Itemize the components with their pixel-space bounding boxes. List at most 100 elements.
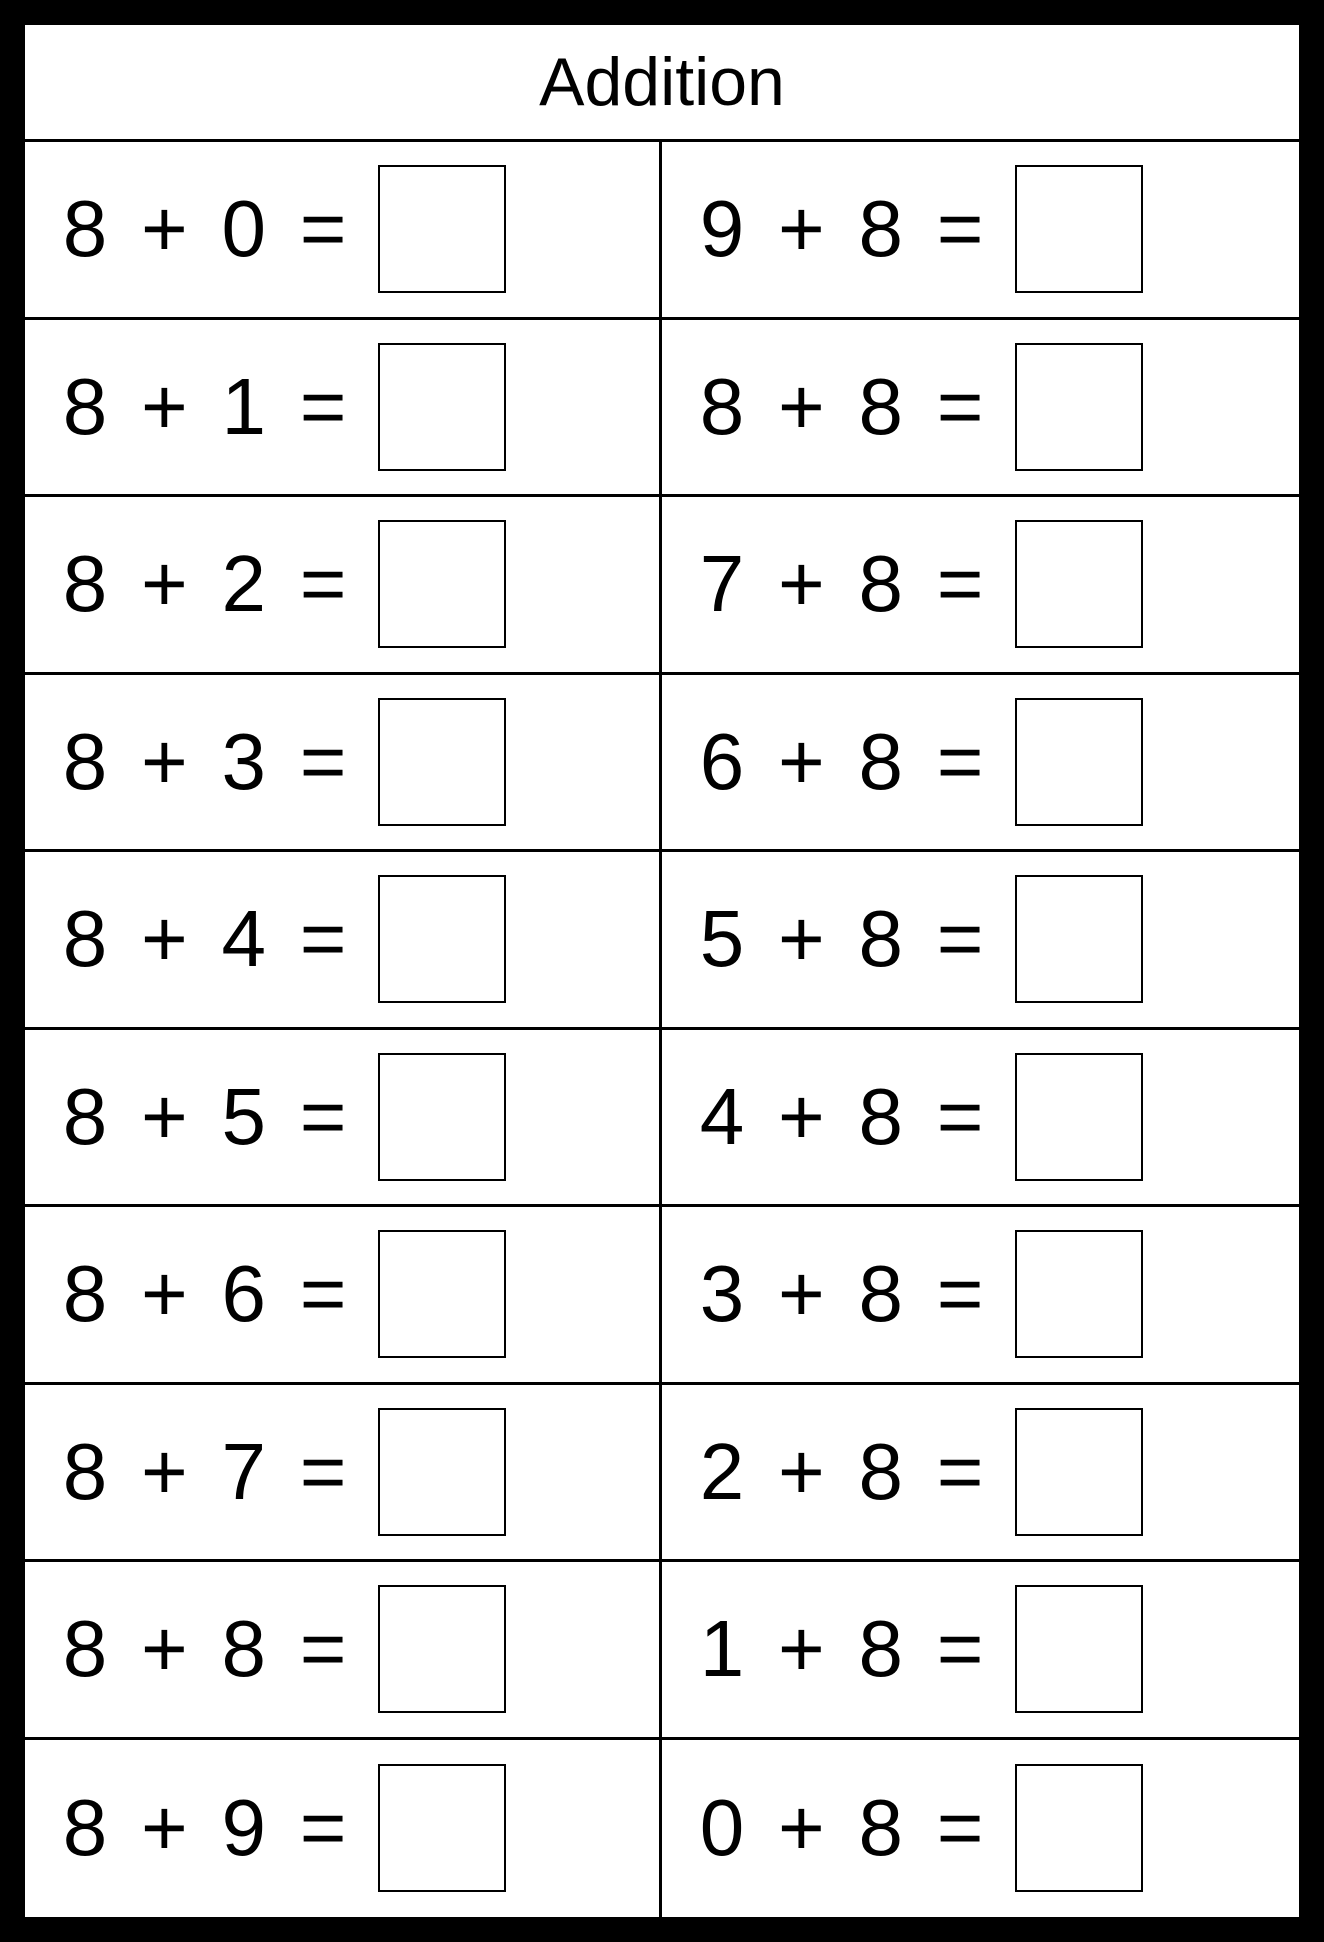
answer-box[interactable] xyxy=(378,698,506,826)
answer-box[interactable] xyxy=(378,165,506,293)
operand-a: 5 xyxy=(694,893,750,985)
operand-b: 8 xyxy=(853,716,909,808)
problem-cell: 8 + 0 = xyxy=(25,142,662,320)
operand-b: 1 xyxy=(216,361,272,453)
answer-box[interactable] xyxy=(1015,698,1143,826)
plus-sign: + xyxy=(778,716,825,808)
equals-sign: = xyxy=(300,361,347,453)
operand-b: 8 xyxy=(853,1782,909,1874)
problem-cell: 8 + 1 = xyxy=(25,320,662,498)
plus-sign: + xyxy=(778,1071,825,1163)
plus-sign: + xyxy=(141,1782,188,1874)
plus-sign: + xyxy=(778,1426,825,1518)
operand-b: 3 xyxy=(216,716,272,808)
equals-sign: = xyxy=(300,1248,347,1340)
plus-sign: + xyxy=(778,1603,825,1695)
answer-box[interactable] xyxy=(1015,1053,1143,1181)
operand-b: 7 xyxy=(216,1426,272,1518)
answer-box[interactable] xyxy=(378,343,506,471)
operand-a: 8 xyxy=(57,1782,113,1874)
equals-sign: = xyxy=(937,716,984,808)
operand-b: 8 xyxy=(853,538,909,630)
problem-cell: 2 + 8 = xyxy=(662,1385,1299,1563)
equals-sign: = xyxy=(937,1071,984,1163)
answer-box[interactable] xyxy=(1015,520,1143,648)
equals-sign: = xyxy=(937,361,984,453)
answer-box[interactable] xyxy=(378,1230,506,1358)
answer-box[interactable] xyxy=(378,875,506,1003)
plus-sign: + xyxy=(141,538,188,630)
operand-b: 8 xyxy=(853,1248,909,1340)
operand-a: 2 xyxy=(694,1426,750,1518)
plus-sign: + xyxy=(141,361,188,453)
equals-sign: = xyxy=(300,183,347,275)
answer-box[interactable] xyxy=(1015,343,1143,471)
operand-a: 8 xyxy=(57,1426,113,1518)
operand-a: 8 xyxy=(57,1248,113,1340)
plus-sign: + xyxy=(141,716,188,808)
answer-box[interactable] xyxy=(378,1764,506,1892)
plus-sign: + xyxy=(778,893,825,985)
problem-cell: 8 + 6 = xyxy=(25,1207,662,1385)
operand-a: 4 xyxy=(694,1071,750,1163)
problem-cell: 8 + 2 = xyxy=(25,497,662,675)
operand-b: 8 xyxy=(216,1603,272,1695)
operand-b: 8 xyxy=(853,1603,909,1695)
problem-cell: 8 + 7 = xyxy=(25,1385,662,1563)
problem-cell: 7 + 8 = xyxy=(662,497,1299,675)
operand-b: 4 xyxy=(216,893,272,985)
answer-box[interactable] xyxy=(378,1053,506,1181)
equals-sign: = xyxy=(937,183,984,275)
operand-a: 8 xyxy=(57,716,113,808)
problem-cell: 8 + 8 = xyxy=(25,1562,662,1740)
equals-sign: = xyxy=(937,1248,984,1340)
plus-sign: + xyxy=(778,1248,825,1340)
plus-sign: + xyxy=(141,1248,188,1340)
answer-box[interactable] xyxy=(378,1408,506,1536)
operand-a: 6 xyxy=(694,716,750,808)
operand-a: 1 xyxy=(694,1603,750,1695)
problem-cell: 6 + 8 = xyxy=(662,675,1299,853)
worksheet-title: Addition xyxy=(25,25,1299,142)
equals-sign: = xyxy=(937,1603,984,1695)
answer-box[interactable] xyxy=(378,1585,506,1713)
problem-cell: 8 + 8 = xyxy=(662,320,1299,498)
operand-b: 2 xyxy=(216,538,272,630)
answer-box[interactable] xyxy=(1015,1764,1143,1892)
plus-sign: + xyxy=(141,893,188,985)
plus-sign: + xyxy=(778,1782,825,1874)
answer-box[interactable] xyxy=(1015,165,1143,293)
plus-sign: + xyxy=(141,1071,188,1163)
answer-box[interactable] xyxy=(1015,1408,1143,1536)
equals-sign: = xyxy=(937,1426,984,1518)
operand-b: 9 xyxy=(216,1782,272,1874)
operand-b: 0 xyxy=(216,183,272,275)
plus-sign: + xyxy=(141,1426,188,1518)
answer-box[interactable] xyxy=(378,520,506,648)
equals-sign: = xyxy=(937,538,984,630)
answer-box[interactable] xyxy=(1015,1230,1143,1358)
operand-b: 8 xyxy=(853,1071,909,1163)
plus-sign: + xyxy=(141,1603,188,1695)
operand-a: 8 xyxy=(57,1071,113,1163)
problem-cell: 5 + 8 = xyxy=(662,852,1299,1030)
problem-cell: 1 + 8 = xyxy=(662,1562,1299,1740)
problems-grid: 8 + 0 = 9 + 8 = 8 + 1 = 8 + 8 = 8 xyxy=(25,142,1299,1917)
equals-sign: = xyxy=(300,1426,347,1518)
equals-sign: = xyxy=(300,1071,347,1163)
equals-sign: = xyxy=(937,893,984,985)
worksheet: Addition 8 + 0 = 9 + 8 = 8 + 1 = 8 + 8 = xyxy=(22,22,1302,1920)
answer-box[interactable] xyxy=(1015,1585,1143,1713)
problem-cell: 3 + 8 = xyxy=(662,1207,1299,1385)
plus-sign: + xyxy=(778,538,825,630)
equals-sign: = xyxy=(300,1603,347,1695)
plus-sign: + xyxy=(778,361,825,453)
operand-b: 8 xyxy=(853,893,909,985)
operand-a: 7 xyxy=(694,538,750,630)
equals-sign: = xyxy=(300,1782,347,1874)
operand-a: 8 xyxy=(57,361,113,453)
operand-a: 8 xyxy=(57,1603,113,1695)
problem-cell: 8 + 4 = xyxy=(25,852,662,1030)
operand-a: 8 xyxy=(57,538,113,630)
answer-box[interactable] xyxy=(1015,875,1143,1003)
